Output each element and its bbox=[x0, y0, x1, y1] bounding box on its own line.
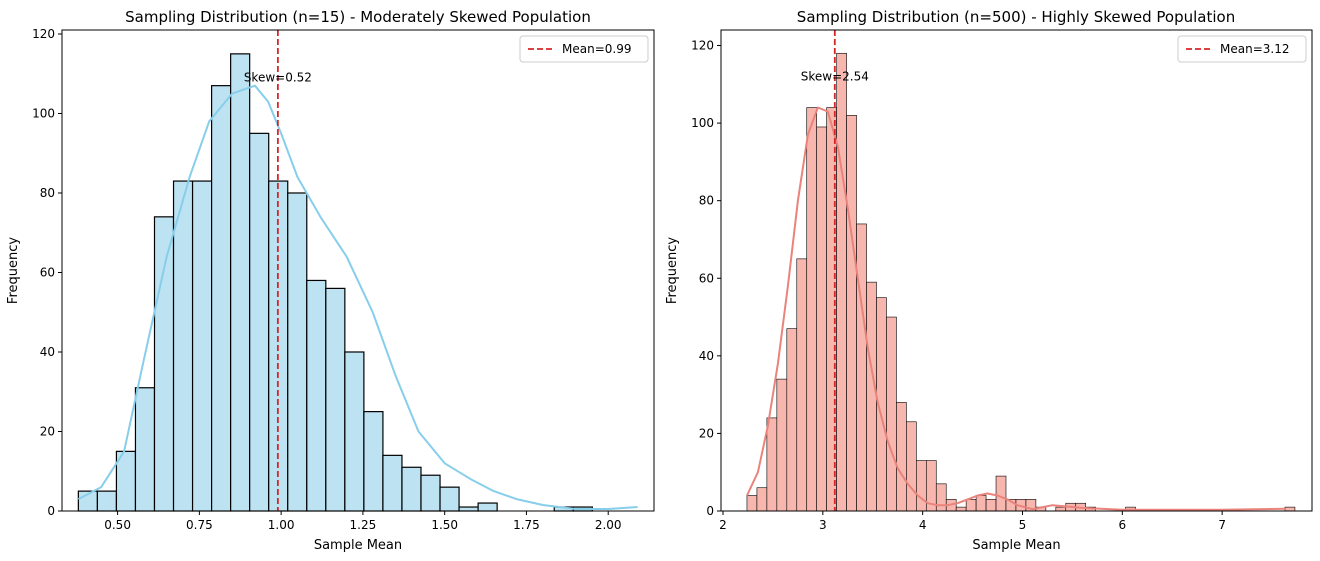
histogram-bar bbox=[306, 279, 327, 512]
y-tick-label: 60 bbox=[699, 271, 714, 285]
x-tick-label: 6 bbox=[1119, 518, 1127, 532]
y-tick-label: 80 bbox=[40, 186, 55, 200]
histogram-bar bbox=[995, 475, 1007, 512]
x-tick-label: 0.75 bbox=[186, 518, 213, 532]
x-tick-label: 7 bbox=[1218, 518, 1226, 532]
histogram-bar bbox=[965, 499, 977, 512]
x-tick-label: 2 bbox=[719, 518, 727, 532]
y-tick-label: 60 bbox=[40, 265, 55, 279]
histogram-bar bbox=[935, 483, 947, 512]
chart-panel-2: 2 3 4 5 6 7 0 20 40 60 80 100 120 Sampling Distributi… bbox=[665, 8, 1313, 553]
x-axis: 0.50 0.75 1.00 1.25 1.50 1.75 2.00 bbox=[104, 511, 622, 532]
histogram-bar bbox=[96, 490, 118, 512]
histogram-bar bbox=[230, 53, 251, 512]
chart-title: Sampling Distribution (n=500) - Highly S… bbox=[797, 8, 1235, 26]
histogram-bar bbox=[382, 454, 403, 512]
histogram-bar bbox=[191, 180, 213, 512]
histogram-bar bbox=[846, 115, 857, 512]
y-tick-label: 40 bbox=[699, 349, 714, 363]
x-axis-label: Sample Mean bbox=[314, 538, 402, 553]
legend-box bbox=[1177, 35, 1307, 63]
y-axis: 0 20 40 60 80 100 120 bbox=[691, 39, 721, 518]
x-tick-label: 1.00 bbox=[268, 518, 295, 532]
x-tick-label: 1.25 bbox=[350, 518, 377, 532]
y-tick-label: 40 bbox=[40, 345, 55, 359]
x-tick-label: 3 bbox=[819, 518, 827, 532]
y-tick-label: 0 bbox=[706, 504, 714, 518]
skew-annotation: Skew=0.52 bbox=[244, 71, 312, 85]
legend: Mean=3.12 bbox=[1177, 35, 1307, 63]
histogram-bar bbox=[955, 506, 967, 512]
histogram-bar bbox=[756, 487, 768, 512]
histogram-bar bbox=[458, 506, 479, 512]
chart-panel-1: 0.50 0.75 1.00 1.25 1.50 1.75 2.00 0 20 40 60 80 100… bbox=[6, 8, 655, 553]
histogram-bar bbox=[856, 223, 867, 512]
y-tick-label: 20 bbox=[699, 426, 714, 440]
histogram-bar bbox=[325, 287, 346, 512]
histogram-bar bbox=[975, 495, 987, 512]
histogram-bar bbox=[816, 126, 827, 512]
x-tick-label: 0.50 bbox=[104, 518, 131, 532]
kde-curve bbox=[77, 84, 638, 510]
histogram-bar bbox=[786, 328, 798, 512]
histogram-bar bbox=[249, 132, 270, 512]
histogram-bar bbox=[344, 351, 365, 512]
histogram-bar bbox=[211, 85, 232, 512]
y-tick-label: 20 bbox=[40, 424, 55, 438]
y-tick-label: 120 bbox=[32, 27, 55, 41]
histogram-bar bbox=[746, 495, 758, 512]
skew-annotation: Skew=2.54 bbox=[801, 69, 869, 83]
y-tick-label: 80 bbox=[699, 194, 714, 208]
x-tick-label: 1.75 bbox=[513, 518, 540, 532]
x-tick-label: 2.00 bbox=[595, 518, 622, 532]
histogram-bars bbox=[746, 52, 1296, 512]
histogram-bar bbox=[363, 411, 384, 512]
histogram-bar bbox=[153, 216, 175, 512]
chart-title: Sampling Distribution (n=15) - Moderatel… bbox=[125, 8, 591, 26]
histogram-bar bbox=[420, 474, 441, 512]
y-tick-label: 0 bbox=[47, 504, 55, 518]
histogram-bar bbox=[896, 402, 907, 512]
histogram-bar bbox=[906, 421, 917, 512]
histogram-bar bbox=[836, 52, 847, 512]
x-axis-label: Sample Mean bbox=[972, 538, 1060, 553]
kde-curve bbox=[746, 106, 1287, 511]
y-axis-label: Frequency bbox=[6, 237, 21, 304]
histogram-bar bbox=[287, 192, 308, 512]
histogram-bar bbox=[796, 258, 808, 512]
legend-box bbox=[519, 35, 649, 63]
histogram-bar bbox=[985, 499, 997, 512]
x-tick-label: 5 bbox=[1019, 518, 1027, 532]
histogram-bar bbox=[439, 486, 460, 512]
histogram-bar bbox=[866, 281, 877, 512]
legend: Mean=0.99 bbox=[519, 35, 649, 63]
legend-mean-label: Mean=3.12 bbox=[1220, 42, 1289, 56]
y-axis-label: Frequency bbox=[665, 237, 680, 304]
histogram-bar bbox=[401, 466, 422, 512]
plot-frame bbox=[61, 29, 655, 512]
histogram-bar bbox=[916, 460, 927, 512]
histogram-bar bbox=[776, 378, 788, 512]
legend-mean-label: Mean=0.99 bbox=[562, 42, 631, 56]
histogram-bar bbox=[477, 502, 498, 512]
histogram-bar bbox=[1055, 506, 1067, 512]
x-tick-label: 1.50 bbox=[431, 518, 458, 532]
histogram-bar bbox=[766, 417, 778, 512]
histogram-bar bbox=[134, 387, 156, 512]
histogram-bar bbox=[1284, 506, 1296, 512]
y-tick-label: 100 bbox=[691, 116, 714, 130]
y-axis: 0 20 40 60 80 100 120 bbox=[32, 27, 62, 518]
y-tick-label: 120 bbox=[691, 39, 714, 53]
histogram-bar bbox=[806, 107, 817, 512]
histogram-bar bbox=[172, 180, 194, 512]
plot-frame bbox=[720, 29, 1313, 512]
x-axis: 2 3 4 5 6 7 bbox=[719, 511, 1226, 532]
y-tick-label: 100 bbox=[32, 106, 55, 120]
histogram-bar bbox=[886, 316, 897, 512]
x-tick-label: 4 bbox=[919, 518, 927, 532]
histogram-bars bbox=[77, 53, 593, 512]
